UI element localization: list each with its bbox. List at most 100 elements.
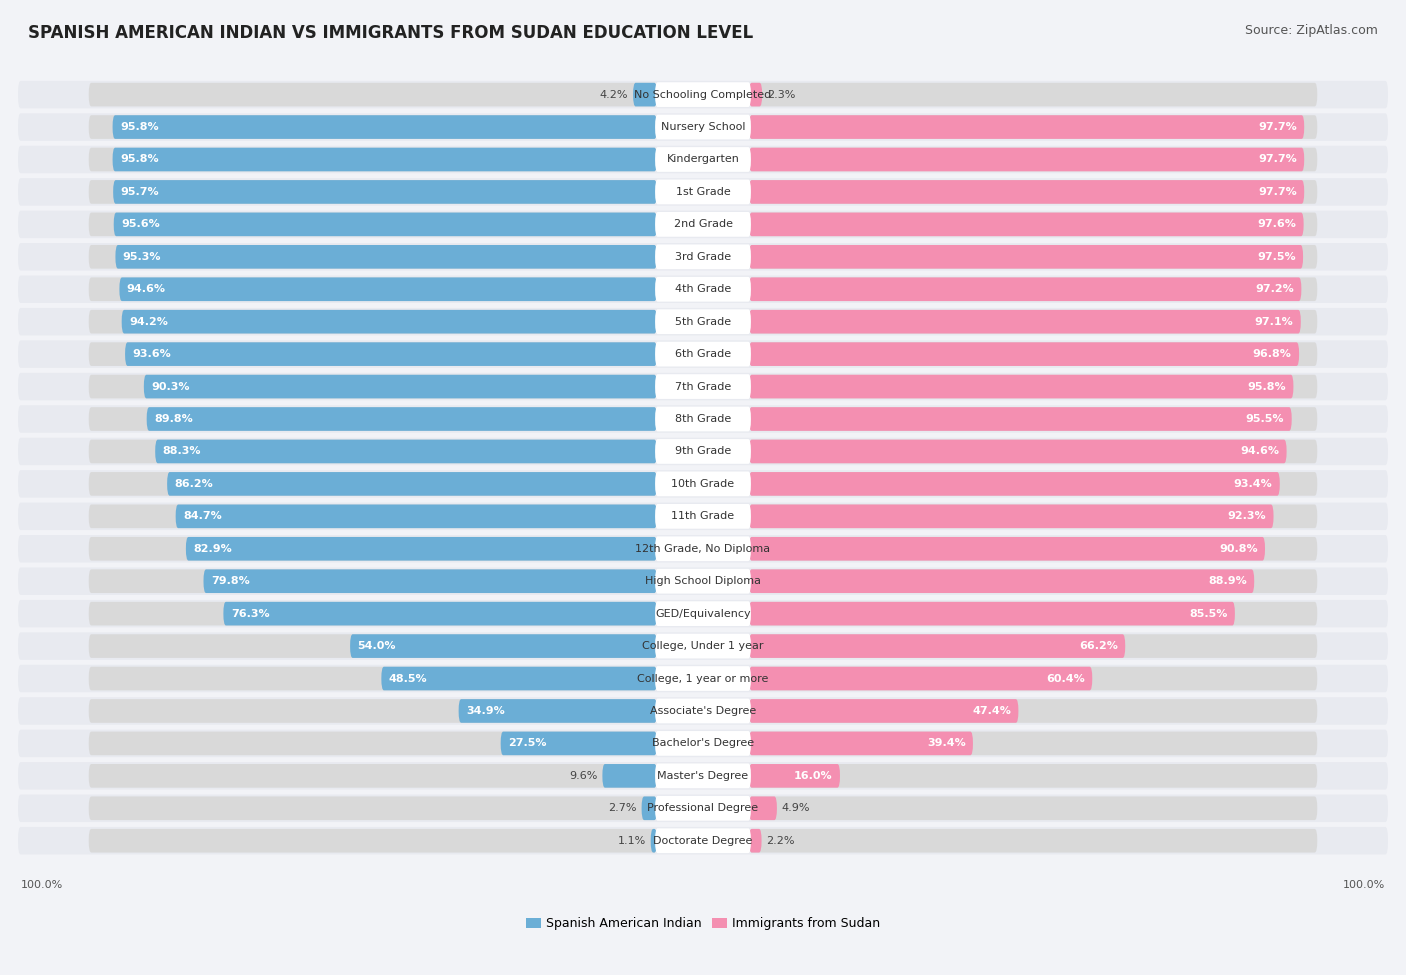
Text: 88.3%: 88.3% [163, 447, 201, 456]
FancyBboxPatch shape [602, 764, 657, 788]
FancyBboxPatch shape [749, 602, 1234, 626]
FancyBboxPatch shape [655, 309, 751, 334]
FancyBboxPatch shape [749, 731, 1317, 756]
FancyBboxPatch shape [18, 827, 1388, 854]
Text: GED/Equivalency: GED/Equivalency [655, 608, 751, 619]
FancyBboxPatch shape [655, 699, 751, 723]
FancyBboxPatch shape [115, 245, 657, 269]
FancyBboxPatch shape [89, 472, 657, 495]
FancyBboxPatch shape [655, 731, 751, 756]
FancyBboxPatch shape [18, 762, 1388, 790]
FancyBboxPatch shape [749, 213, 1303, 236]
FancyBboxPatch shape [655, 763, 751, 788]
Text: 85.5%: 85.5% [1189, 608, 1227, 619]
FancyBboxPatch shape [749, 537, 1317, 561]
FancyBboxPatch shape [18, 276, 1388, 303]
FancyBboxPatch shape [89, 115, 657, 138]
Text: 11th Grade: 11th Grade [672, 511, 734, 522]
Text: College, Under 1 year: College, Under 1 year [643, 642, 763, 651]
FancyBboxPatch shape [749, 731, 973, 756]
FancyBboxPatch shape [89, 569, 657, 593]
FancyBboxPatch shape [655, 342, 751, 367]
FancyBboxPatch shape [89, 504, 657, 528]
FancyBboxPatch shape [749, 374, 1294, 399]
Text: 88.9%: 88.9% [1208, 576, 1247, 586]
FancyBboxPatch shape [18, 795, 1388, 822]
FancyBboxPatch shape [89, 731, 657, 756]
FancyBboxPatch shape [186, 537, 657, 561]
FancyBboxPatch shape [18, 438, 1388, 465]
Text: Source: ZipAtlas.com: Source: ZipAtlas.com [1244, 24, 1378, 37]
FancyBboxPatch shape [143, 374, 657, 399]
Text: 3rd Grade: 3rd Grade [675, 252, 731, 262]
FancyBboxPatch shape [749, 667, 1092, 690]
FancyBboxPatch shape [655, 602, 751, 626]
FancyBboxPatch shape [655, 536, 751, 562]
Text: 82.9%: 82.9% [193, 544, 232, 554]
FancyBboxPatch shape [89, 699, 657, 722]
FancyBboxPatch shape [749, 699, 1018, 722]
Text: 97.7%: 97.7% [1258, 154, 1296, 165]
FancyBboxPatch shape [155, 440, 657, 463]
FancyBboxPatch shape [655, 829, 751, 853]
FancyBboxPatch shape [749, 83, 1317, 106]
Text: 7th Grade: 7th Grade [675, 381, 731, 392]
Text: High School Diploma: High School Diploma [645, 576, 761, 586]
FancyBboxPatch shape [89, 83, 657, 106]
FancyBboxPatch shape [749, 278, 1317, 301]
FancyBboxPatch shape [18, 211, 1388, 238]
Text: 39.4%: 39.4% [927, 738, 966, 749]
Text: 97.1%: 97.1% [1254, 317, 1294, 327]
FancyBboxPatch shape [749, 115, 1305, 138]
FancyBboxPatch shape [18, 567, 1388, 595]
FancyBboxPatch shape [749, 569, 1317, 593]
Text: 2.7%: 2.7% [609, 803, 637, 813]
FancyBboxPatch shape [18, 340, 1388, 368]
FancyBboxPatch shape [749, 180, 1305, 204]
FancyBboxPatch shape [749, 797, 778, 820]
FancyBboxPatch shape [176, 504, 657, 528]
Text: 12th Grade, No Diploma: 12th Grade, No Diploma [636, 544, 770, 554]
FancyBboxPatch shape [655, 472, 751, 496]
Text: 93.6%: 93.6% [132, 349, 172, 359]
Text: 16.0%: 16.0% [794, 771, 832, 781]
Text: 97.7%: 97.7% [1258, 122, 1296, 132]
Text: Nursery School: Nursery School [661, 122, 745, 132]
FancyBboxPatch shape [112, 147, 657, 172]
Text: 2.2%: 2.2% [766, 836, 794, 845]
Text: 4.2%: 4.2% [599, 90, 628, 99]
FancyBboxPatch shape [18, 470, 1388, 497]
Text: 6th Grade: 6th Grade [675, 349, 731, 359]
FancyBboxPatch shape [125, 342, 657, 366]
FancyBboxPatch shape [89, 797, 657, 820]
FancyBboxPatch shape [651, 829, 657, 852]
FancyBboxPatch shape [655, 568, 751, 594]
Text: Kindergarten: Kindergarten [666, 154, 740, 165]
FancyBboxPatch shape [204, 569, 657, 593]
FancyBboxPatch shape [749, 147, 1317, 172]
FancyBboxPatch shape [749, 569, 1254, 593]
FancyBboxPatch shape [89, 374, 657, 399]
FancyBboxPatch shape [633, 83, 657, 106]
FancyBboxPatch shape [749, 408, 1292, 431]
FancyBboxPatch shape [18, 113, 1388, 140]
FancyBboxPatch shape [89, 440, 657, 463]
Text: 1.1%: 1.1% [617, 836, 645, 845]
FancyBboxPatch shape [89, 310, 657, 333]
Text: 95.3%: 95.3% [122, 252, 162, 262]
Text: 93.4%: 93.4% [1233, 479, 1272, 488]
FancyBboxPatch shape [112, 115, 657, 138]
Text: 100.0%: 100.0% [1343, 879, 1385, 890]
Text: 94.6%: 94.6% [127, 285, 166, 294]
FancyBboxPatch shape [749, 310, 1317, 333]
Text: 4th Grade: 4th Grade [675, 285, 731, 294]
FancyBboxPatch shape [120, 278, 657, 301]
Text: 9.6%: 9.6% [569, 771, 598, 781]
FancyBboxPatch shape [749, 699, 1317, 722]
FancyBboxPatch shape [224, 602, 657, 626]
FancyBboxPatch shape [749, 537, 1265, 561]
FancyBboxPatch shape [749, 472, 1279, 495]
FancyBboxPatch shape [18, 178, 1388, 206]
Text: Master's Degree: Master's Degree [658, 771, 748, 781]
FancyBboxPatch shape [146, 408, 657, 431]
